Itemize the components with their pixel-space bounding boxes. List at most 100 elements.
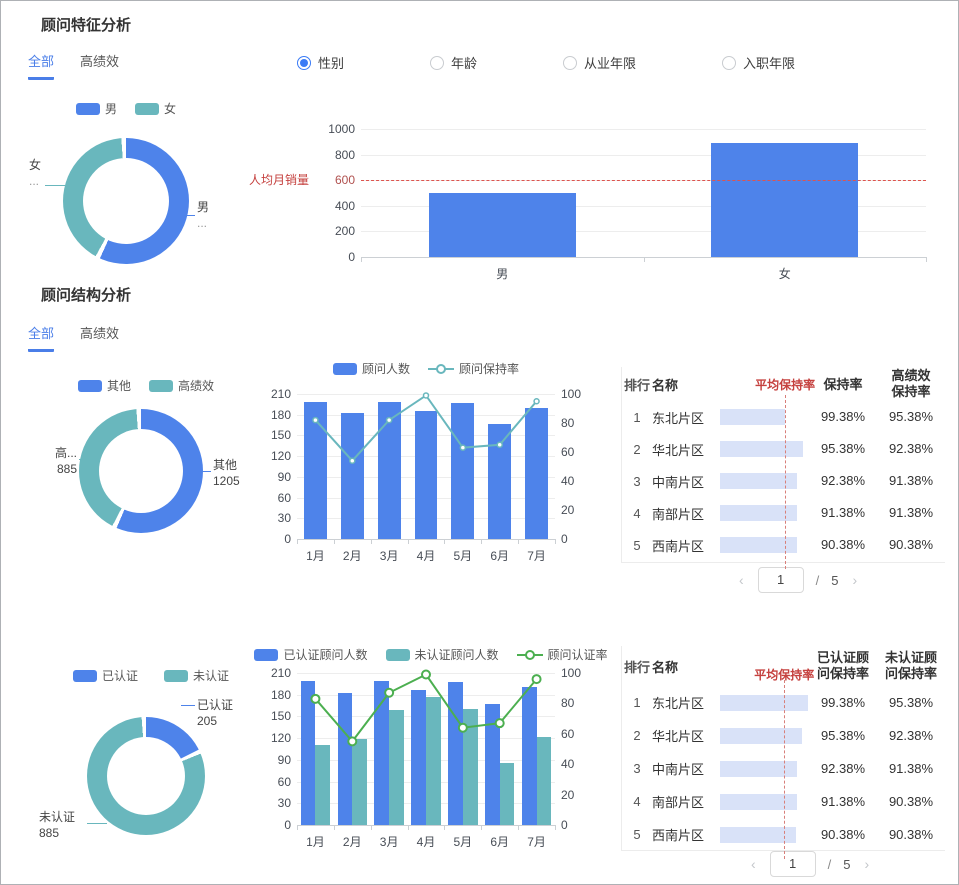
- bar-segment: [525, 407, 548, 539]
- rank-cell: 5: [633, 537, 641, 553]
- cert-combo-legend: 已认证顾问人数 未认证顾问人数 顾问认证率: [251, 646, 611, 663]
- tab-item[interactable]: 高绩效: [80, 54, 120, 69]
- rank-cell: 4: [633, 505, 641, 521]
- x-axis-label: 4月: [416, 835, 436, 849]
- legend-item[interactable]: 顾问人数: [332, 360, 410, 377]
- tab-item[interactable]: 全部: [28, 51, 55, 80]
- cert-donut-legend: 已认证 未认证: [41, 667, 261, 684]
- table-row: 5 西南片区 90.38% 90.38%: [622, 529, 945, 561]
- radio-option[interactable]: 从业年限: [563, 53, 636, 72]
- legend-item[interactable]: 顾问保持率: [428, 360, 519, 377]
- table-row: 2 华北片区 95.38% 92.38%: [622, 719, 945, 752]
- legend-item[interactable]: 其他: [77, 377, 131, 394]
- pagination-next[interactable]: ›: [864, 856, 870, 872]
- pagination-page-input[interactable]: 1: [769, 851, 816, 877]
- radio-option[interactable]: 年龄: [430, 53, 477, 72]
- radio-option[interactable]: 性别: [297, 53, 344, 72]
- legend-swatch-icon: [72, 669, 97, 682]
- cert-donut-chart: [87, 717, 205, 835]
- legend-swatch-icon: [332, 362, 357, 375]
- rate2-cell: 95.38%: [888, 694, 934, 710]
- x-axis-tick: [518, 825, 520, 830]
- legend-item[interactable]: 男: [75, 100, 117, 117]
- rank-cell: 2: [633, 441, 641, 457]
- line-series: [310, 669, 542, 747]
- rate1-cell: 90.38%: [820, 826, 866, 842]
- bar-cell: [716, 727, 810, 744]
- legend-item[interactable]: 高绩效: [149, 377, 214, 394]
- tab-item[interactable]: 全部: [28, 323, 55, 352]
- retention-bar: [720, 441, 803, 457]
- bar-segment: [426, 696, 441, 825]
- x-axis-tick: [518, 539, 520, 544]
- rank-cell: 1: [633, 695, 641, 710]
- legend-item[interactable]: 未认证顾问人数: [385, 646, 499, 663]
- y-axis-tick: 30: [277, 511, 291, 526]
- rate2-cell: 92.38%: [888, 727, 934, 743]
- y-axis-tick: 0: [284, 818, 291, 832]
- col-header-name: 名称: [652, 377, 679, 393]
- radio-label: 性别: [318, 56, 345, 71]
- x-axis-tick: [555, 539, 556, 544]
- legend-item[interactable]: 已认证顾问人数: [254, 646, 368, 663]
- tab-item[interactable]: 高绩效: [80, 326, 120, 341]
- x-axis-label: 1月: [306, 835, 325, 849]
- y2-axis-tick: 20: [561, 503, 575, 517]
- legend-swatch-icon: [164, 669, 188, 682]
- legend-item[interactable]: 顾问认证率: [516, 646, 608, 663]
- retention-bar: [720, 727, 802, 744]
- donut-callout-high-perf: 高... 885: [54, 446, 77, 476]
- region-name-cell: 南部片区: [652, 506, 705, 522]
- x-axis-tick: [407, 539, 409, 544]
- bar-cell: [716, 409, 810, 425]
- donut-callout-certified: 已认证 205: [197, 698, 234, 728]
- structure-donut-legend: 其他 高绩效: [51, 377, 241, 394]
- structure-combo-chart: 0 30 60 90 120 150 180 210 0 20 40 60 80 100 1月 2月 3月 4月 5…: [271, 387, 581, 563]
- callout-leader-line: [182, 215, 195, 216]
- bar-cell: [716, 694, 810, 711]
- rank-cell: 1: [633, 409, 641, 425]
- bar-cell: [716, 793, 810, 810]
- y-axis-tick: 120: [270, 731, 291, 746]
- legend-label: 顾问认证率: [547, 648, 608, 662]
- y-axis-tick: 150: [270, 428, 291, 443]
- bar-segment: [411, 690, 426, 825]
- y-axis-tick: 60: [277, 774, 291, 789]
- gender-donut-chart: [63, 138, 189, 264]
- x-axis-tick: [297, 825, 298, 830]
- legend-item[interactable]: 未认证: [164, 667, 229, 684]
- table-row: 3 中南片区 92.38% 91.38%: [622, 752, 945, 785]
- legend-item[interactable]: 女: [135, 100, 176, 117]
- x-axis-label: 7月: [527, 835, 546, 849]
- radio-option[interactable]: 入职年限: [722, 53, 795, 72]
- region-name-cell: 西南片区: [652, 828, 705, 843]
- line-series: [312, 392, 540, 464]
- bar-segment: [462, 709, 478, 825]
- table2-pagination: ‹ 1 / 5 ›: [749, 851, 871, 877]
- legend-item[interactable]: 已认证: [72, 667, 138, 684]
- retention-bar: [720, 793, 797, 810]
- pagination-total: 5: [831, 572, 839, 588]
- y2-axis-tick: 60: [561, 445, 575, 459]
- pagination-next[interactable]: ›: [852, 572, 858, 588]
- section1-title: 顾问特征分析: [41, 17, 132, 34]
- pagination-prev[interactable]: ‹: [739, 572, 744, 588]
- legend-line-marker-icon: [428, 363, 454, 375]
- legend-swatch-icon: [135, 102, 159, 115]
- pagination-page-input[interactable]: 1: [757, 567, 804, 593]
- legend-swatch-icon: [385, 648, 410, 661]
- x-axis-tick: [481, 825, 483, 830]
- table-row: 2 华北片区 95.38% 92.38%: [622, 433, 945, 465]
- callout-leader-line: [79, 459, 99, 460]
- pagination-prev[interactable]: ‹: [751, 856, 756, 872]
- x-axis-label: 1月: [306, 549, 325, 563]
- gridline: [297, 694, 555, 696]
- legend-swatch-icon: [77, 379, 102, 392]
- legend-line-marker-icon: [516, 649, 543, 661]
- bar-segment: [315, 745, 331, 825]
- y-axis-tick: 0: [348, 250, 355, 264]
- retention-bar: [720, 694, 808, 711]
- y-axis-tick: 180: [270, 687, 291, 702]
- x-axis-tick: [370, 539, 372, 544]
- structure-combo-legend: 顾问人数 顾问保持率: [297, 360, 555, 377]
